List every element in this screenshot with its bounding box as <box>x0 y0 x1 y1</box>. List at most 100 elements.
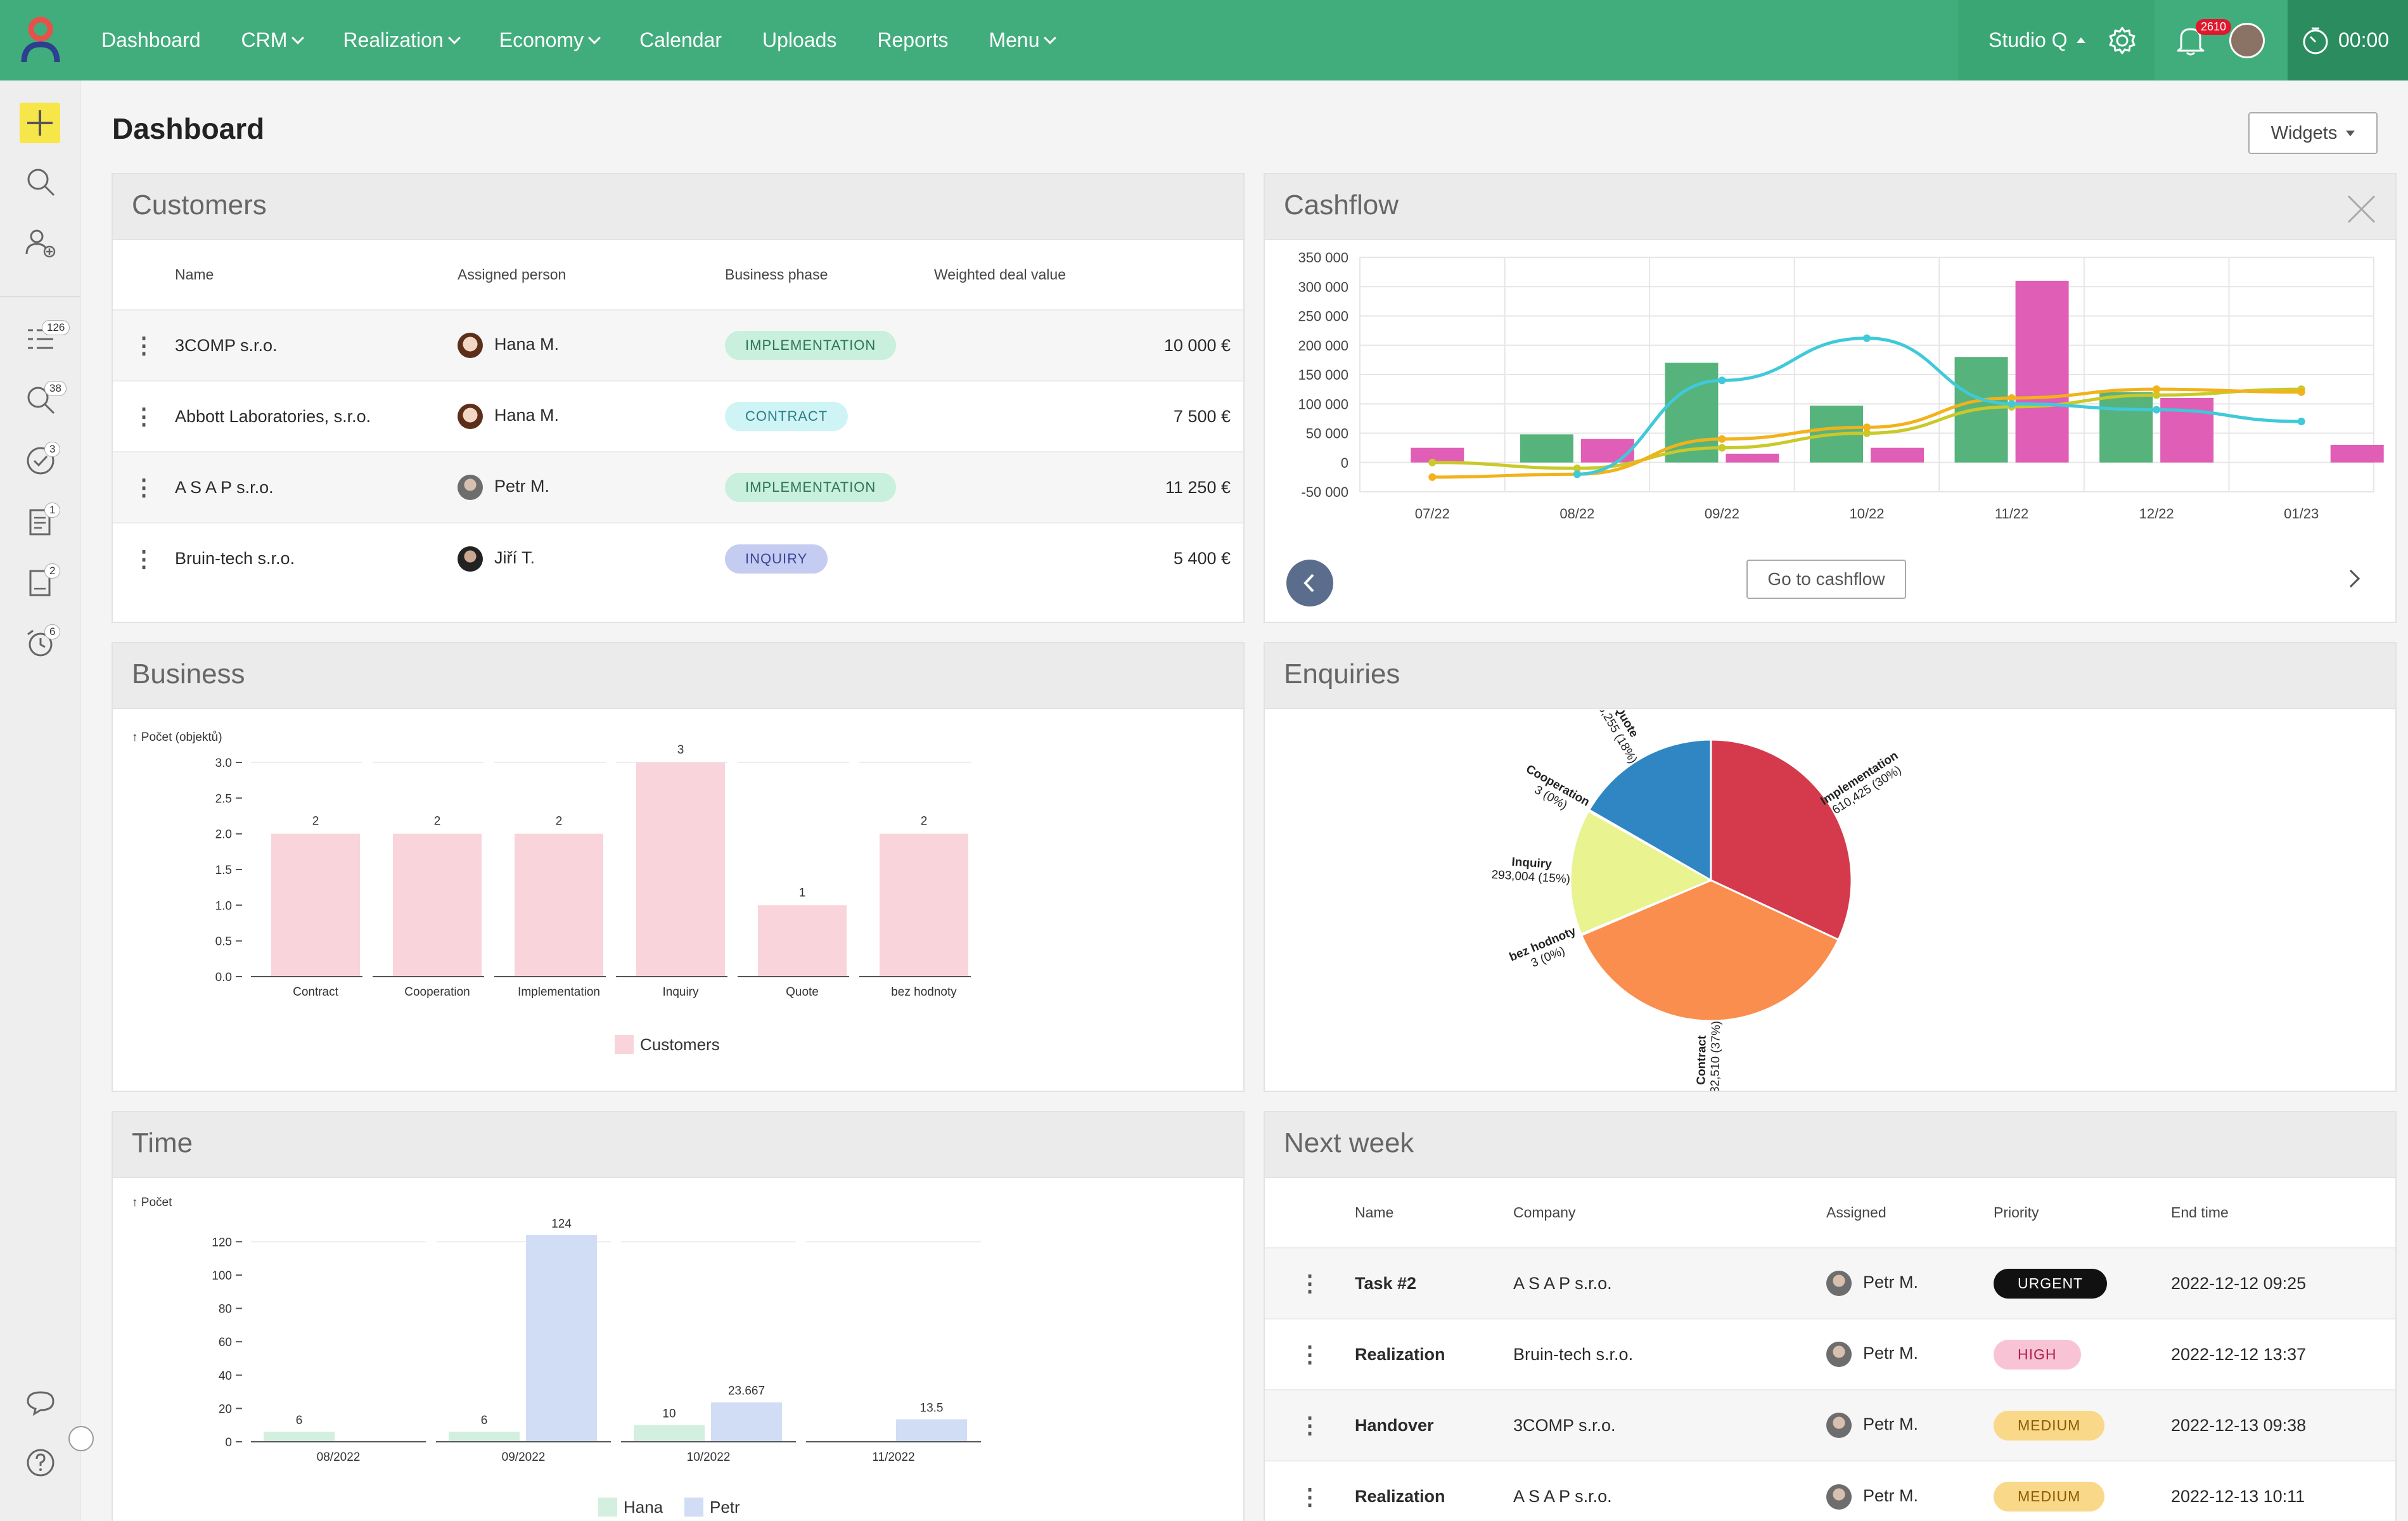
data-label: 2 <box>312 815 319 828</box>
add-user-icon[interactable] <box>24 226 57 259</box>
customer-name[interactable]: 3COMP s.r.o. <box>175 309 458 381</box>
task-name[interactable]: Realization <box>1355 1460 1513 1521</box>
table-row[interactable]: ⋮ Bruin-tech s.r.o. Jiří T. INQUIRY 5 40… <box>113 522 1243 594</box>
priority-badge: MEDIUM <box>1994 1482 2105 1511</box>
customers-widget: Customers Name Assigned person Business … <box>112 173 1245 623</box>
x-tick-label: 10/22 <box>1849 506 1884 522</box>
nav-uploads[interactable]: Uploads <box>762 29 837 51</box>
row-menu-icon[interactable]: ⋮ <box>1265 1247 1355 1319</box>
search-icon[interactable] <box>24 165 57 198</box>
table-row[interactable]: ⋮ Realization Bruin-tech s.r.o. Petr M. … <box>1265 1318 2395 1390</box>
chevron-right-icon[interactable] <box>2341 569 2360 588</box>
search-list-icon[interactable] <box>24 383 57 416</box>
y-tick-label: 0.0 <box>215 971 232 984</box>
deal-value: 11 250 € <box>934 451 1243 523</box>
bell-icon[interactable] <box>2175 24 2206 57</box>
nav-crm[interactable]: CRM <box>241 29 305 52</box>
task-name[interactable]: Realization <box>1355 1318 1513 1390</box>
tasks-count-badge: 126 <box>42 320 70 335</box>
chat-icon[interactable] <box>24 1386 57 1419</box>
expense-bar <box>1580 439 1634 463</box>
table-row[interactable]: ⋮ Handover 3COMP s.r.o. Petr M. MEDIUM 2… <box>1265 1389 2395 1461</box>
caret-up-icon <box>2076 37 2085 43</box>
row-menu-icon[interactable]: ⋮ <box>113 309 175 381</box>
alarms-count-badge: 6 <box>44 624 61 639</box>
column-header[interactable]: Weighted deal value <box>934 266 1066 283</box>
pie-slice <box>1587 738 1712 882</box>
invoice-icon[interactable] <box>24 566 57 599</box>
app-logo[interactable] <box>20 16 61 65</box>
row-menu-icon[interactable]: ⋮ <box>113 380 175 452</box>
notification-count-badge: 2610 <box>2196 19 2232 35</box>
table-row[interactable]: ⋮ A S A P s.r.o. Petr M. IMPLEMENTATION … <box>113 451 1243 523</box>
table-row[interactable]: ⋮ Abbott Laboratories, s.r.o. Hana M. CO… <box>113 380 1243 452</box>
sidebar-expand-button[interactable] <box>68 1426 94 1451</box>
go-to-cashflow-button[interactable]: Go to cashflow <box>1746 560 1906 599</box>
customer-name[interactable]: Abbott Laboratories, s.r.o. <box>175 380 458 452</box>
column-header[interactable]: End time <box>2171 1204 2229 1221</box>
sidebar: 126 38 3 1 2 6 <box>0 80 94 1521</box>
task-name[interactable]: Handover <box>1355 1389 1513 1461</box>
trend-line-orange-point <box>2008 394 2016 402</box>
column-header[interactable]: Assigned <box>1826 1204 1886 1221</box>
row-menu-icon[interactable]: ⋮ <box>113 522 175 594</box>
row-menu-icon[interactable]: ⋮ <box>1265 1318 1355 1390</box>
table-row[interactable]: ⋮ Task #2 A S A P s.r.o. Petr M. URGENT … <box>1265 1247 2395 1319</box>
x-tick-label: 10/2022 <box>687 1451 731 1464</box>
customer-name[interactable]: A S A P s.r.o. <box>175 451 458 523</box>
x-tick-label: 11/2022 <box>872 1451 914 1464</box>
trend-line-cyan-point <box>2008 400 2016 408</box>
user-avatar[interactable] <box>2229 23 2265 58</box>
petr-bar <box>896 1419 967 1442</box>
time-chart: ↑ Počet 120 100 80 60 40 20 0 6 08/2022 6 124 09/202… <box>132 1196 981 1517</box>
help-icon[interactable] <box>24 1446 57 1479</box>
table-row[interactable]: ⋮ 3COMP s.r.o. Hana M. IMPLEMENTATION 10… <box>113 309 1243 381</box>
column-header[interactable]: Assigned person <box>458 266 567 283</box>
top-navigation-bar: Dashboard CRM Realization Economy Calend… <box>0 0 2408 80</box>
trend-line-yellow-point <box>1718 444 1726 452</box>
nav-realization[interactable]: Realization <box>343 29 461 52</box>
document-icon[interactable] <box>24 505 57 538</box>
y-tick-label: 2.0 <box>215 828 232 842</box>
nav-menu[interactable]: Menu <box>989 29 1057 52</box>
phase-badge: IMPLEMENTATION <box>725 473 897 502</box>
table-row[interactable]: ⋮ Realization A S A P s.r.o. Petr M. MED… <box>1265 1460 2395 1521</box>
column-header[interactable]: Priority <box>1994 1204 2039 1221</box>
data-label: 2 <box>921 815 928 828</box>
trend-line-yellow-point <box>1428 458 1437 466</box>
nav-economy[interactable]: Economy <box>499 29 601 52</box>
column-header[interactable]: Name <box>175 266 214 283</box>
deal-value: 5 400 € <box>934 522 1243 594</box>
x-tick-label: 08/22 <box>1559 506 1594 522</box>
trend-line-cyan-point <box>1718 376 1726 385</box>
studio-switcher[interactable]: Studio Q <box>1958 0 2155 80</box>
nav-calendar[interactable]: Calendar <box>639 29 722 51</box>
hana-bar <box>449 1432 520 1442</box>
time-tracker[interactable]: 00:00 <box>2288 0 2408 80</box>
expense-bar <box>1871 447 1924 463</box>
row-menu-icon[interactable]: ⋮ <box>113 451 175 523</box>
y-tick-label: 0 <box>1341 455 1348 471</box>
nav-dashboard[interactable]: Dashboard <box>101 29 201 51</box>
close-icon[interactable] <box>2347 195 2376 224</box>
next-week-table: Name Company Assigned Priority End time … <box>1265 1178 2395 1521</box>
y-tick-label: 50 000 <box>1306 426 1348 442</box>
previous-button[interactable] <box>1286 560 1333 606</box>
data-label: 1 <box>799 886 806 899</box>
column-header[interactable]: Name <box>1355 1204 1394 1221</box>
add-button[interactable] <box>20 103 60 143</box>
gear-icon[interactable] <box>2107 25 2137 56</box>
widgets-button[interactable]: Widgets <box>2248 112 2378 154</box>
trend-line-orange-point <box>1718 435 1726 443</box>
column-header[interactable]: Business phase <box>725 266 828 283</box>
avatar <box>1826 1342 1852 1367</box>
customer-name[interactable]: Bruin-tech s.r.o. <box>175 522 458 594</box>
bar <box>393 833 482 977</box>
y-axis-title: ↑ Počet (objektů) <box>132 731 222 744</box>
column-header[interactable]: Company <box>1513 1204 1576 1221</box>
task-name[interactable]: Task #2 <box>1355 1247 1513 1319</box>
check-circle-icon[interactable] <box>24 444 57 477</box>
row-menu-icon[interactable]: ⋮ <box>1265 1460 1355 1521</box>
nav-reports[interactable]: Reports <box>877 29 949 51</box>
row-menu-icon[interactable]: ⋮ <box>1265 1389 1355 1461</box>
